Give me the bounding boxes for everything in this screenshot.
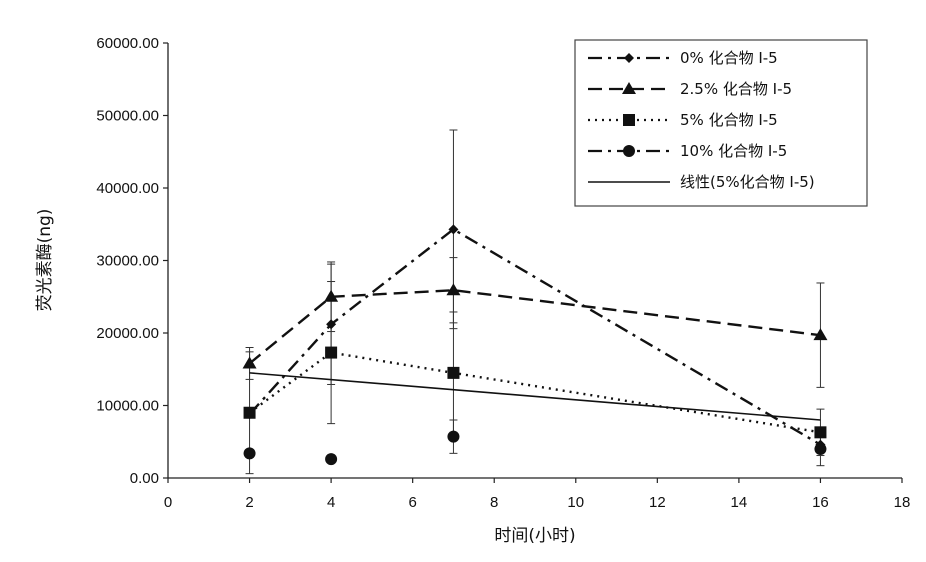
y-tick-label: 60000.00 bbox=[96, 35, 159, 52]
data-point-2 bbox=[447, 367, 459, 379]
legend-label-2: 5% 化合物 I-5 bbox=[680, 111, 778, 129]
y-tick-label: 20000.00 bbox=[96, 325, 159, 342]
x-tick-label: 12 bbox=[649, 494, 666, 511]
x-tick-label: 6 bbox=[408, 494, 416, 511]
x-tick-label: 10 bbox=[567, 494, 584, 511]
x-axis-title: 时间(小时) bbox=[494, 526, 575, 546]
data-point-2 bbox=[244, 407, 256, 419]
series-line-2 bbox=[250, 353, 821, 433]
legend: 0% 化合物 I-5 2.5% 化合物 I-5 5% 化合物 I-5 10% 化合物 … bbox=[575, 40, 867, 206]
legend-label-4: 线性(5%化合物 I-5) bbox=[680, 173, 815, 191]
y-tick-label: 30000.00 bbox=[96, 253, 159, 270]
y-axis-title: 荧光素酶(ng) bbox=[35, 209, 55, 312]
x-tick-label: 0 bbox=[164, 494, 172, 511]
y-tick-label: 50000.00 bbox=[96, 108, 159, 125]
x-tick-label: 2 bbox=[245, 494, 253, 511]
x-tick-label: 16 bbox=[812, 494, 829, 511]
data-point-1 bbox=[446, 283, 460, 295]
legend-marker-2 bbox=[623, 114, 635, 126]
x-tick-label: 4 bbox=[327, 494, 335, 511]
legend-label-0: 0% 化合物 I-5 bbox=[680, 49, 778, 67]
y-tick-label: 0.00 bbox=[130, 470, 159, 487]
data-point-3 bbox=[447, 431, 459, 443]
series-markers bbox=[243, 224, 828, 465]
data-point-3 bbox=[244, 447, 256, 459]
y-tick-label: 10000.00 bbox=[96, 398, 159, 415]
series-lines bbox=[250, 229, 821, 444]
x-tick-label: 18 bbox=[894, 494, 911, 511]
legend-marker-3 bbox=[623, 145, 635, 157]
data-point-2 bbox=[325, 347, 337, 359]
x-tick-label: 14 bbox=[731, 494, 748, 511]
legend-label-3: 10% 化合物 I-5 bbox=[680, 142, 787, 160]
data-point-3 bbox=[814, 443, 826, 455]
data-point-3 bbox=[325, 453, 337, 465]
data-point-2 bbox=[814, 426, 826, 438]
legend-label-1: 2.5% 化合物 I-5 bbox=[680, 80, 792, 98]
x-tick-label: 8 bbox=[490, 494, 498, 511]
y-tick-label: 40000.00 bbox=[96, 180, 159, 197]
series-line-4 bbox=[250, 373, 821, 420]
